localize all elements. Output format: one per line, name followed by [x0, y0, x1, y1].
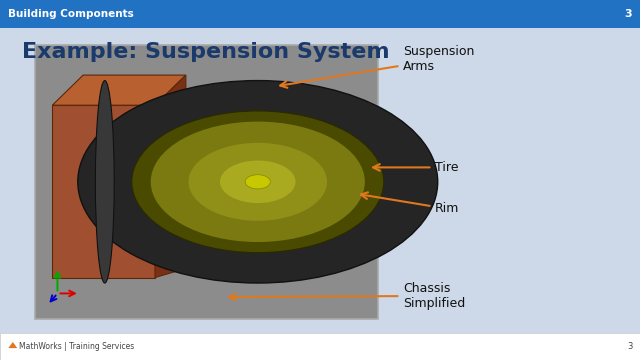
- Bar: [0, 333, 640, 360]
- Circle shape: [245, 175, 270, 189]
- Circle shape: [132, 111, 384, 253]
- Bar: [52, 105, 155, 278]
- Text: Suspension
Arms: Suspension Arms: [280, 45, 475, 88]
- Text: Chassis
Simplified: Chassis Simplified: [229, 282, 465, 310]
- Text: 3: 3: [625, 9, 632, 19]
- Text: 3: 3: [627, 342, 632, 351]
- Circle shape: [78, 81, 438, 283]
- Polygon shape: [155, 75, 186, 278]
- Text: MathWorks | Training Services: MathWorks | Training Services: [19, 342, 134, 351]
- Bar: [35, 45, 378, 319]
- Polygon shape: [52, 75, 186, 105]
- Bar: [0, 0, 640, 28]
- Text: Building Components: Building Components: [8, 9, 133, 19]
- Text: Tire: Tire: [373, 161, 459, 174]
- Ellipse shape: [244, 221, 252, 236]
- FancyBboxPatch shape: [154, 220, 249, 237]
- Ellipse shape: [151, 221, 159, 236]
- Text: Rim: Rim: [361, 192, 460, 215]
- Ellipse shape: [95, 81, 114, 283]
- Circle shape: [220, 161, 296, 203]
- Ellipse shape: [244, 120, 252, 135]
- Circle shape: [188, 143, 327, 221]
- Circle shape: [150, 122, 365, 242]
- FancyBboxPatch shape: [154, 119, 249, 135]
- Ellipse shape: [151, 120, 159, 135]
- Polygon shape: [8, 342, 17, 348]
- Text: Example: Suspension System: Example: Suspension System: [22, 42, 390, 62]
